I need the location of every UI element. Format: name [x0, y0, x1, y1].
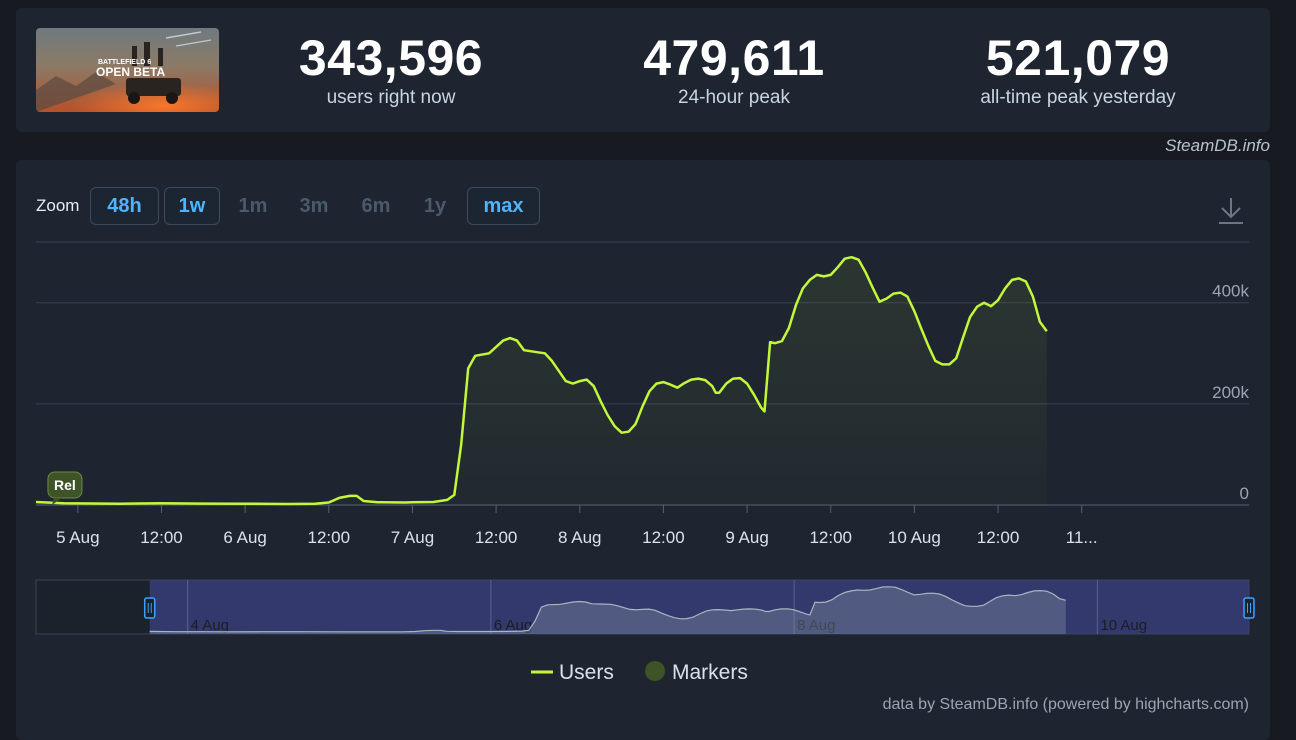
legend-users-label: Users — [559, 661, 614, 684]
navigator-handle-left[interactable] — [143, 597, 156, 619]
users-area — [36, 257, 1047, 505]
current-users-label: users right now — [326, 87, 456, 108]
x-tick-label: 10 Aug — [888, 528, 941, 547]
legend-markers-label: Markers — [672, 661, 748, 684]
navigator-label: 8 Aug — [797, 617, 835, 634]
battlefield-capsule-art: BATTLEFIELD 6 OPEN BETA — [36, 28, 219, 112]
release-marker-label: Rel — [54, 477, 76, 493]
y-tick-label: 400k — [1212, 282, 1249, 301]
peak24-label: 24-hour peak — [678, 87, 790, 108]
zoom-label: Zoom — [36, 196, 80, 215]
stats-panel: BATTLEFIELD 6 OPEN BETA 343,596 users ri… — [16, 8, 1270, 132]
handle-body — [143, 597, 156, 619]
x-tick-label: 7 Aug — [391, 528, 435, 547]
navigator-label: 6 Aug — [494, 617, 532, 634]
navigator-area — [149, 586, 1066, 634]
legend-item-markers[interactable]: Markers — [645, 661, 748, 684]
y-tick-label: 200k — [1212, 383, 1249, 402]
zoom-3m-button[interactable]: 3m — [299, 195, 329, 217]
x-tick-label: 8 Aug — [558, 528, 602, 547]
x-tick-label: 12:00 — [642, 528, 685, 547]
legend-markers-swatch — [645, 661, 665, 681]
markers-layer: Rel — [47, 471, 83, 505]
zoom-1m-button[interactable]: 1m — [238, 195, 268, 217]
player-count-chart: 0 200k 400k 5 Aug 12:00 6 Aug 12:00 7 Aug 12:00… — [35, 241, 1255, 713]
users-line — [35, 255, 1048, 506]
x-tick-label: 6 Aug — [223, 528, 267, 547]
x-tick-label: 12:00 — [308, 528, 351, 547]
alltime-peak-label: all-time peak yesterday — [980, 87, 1176, 108]
stat-current-users: 343,596 users right now — [241, 30, 541, 110]
alltime-peak-value: 521,079 — [985, 30, 1171, 86]
y-axis-labels: 0 200k 400k — [1212, 282, 1249, 503]
x-tick-label: 11... — [1066, 528, 1098, 547]
stat-24h-peak: 479,611 24-hour peak — [584, 30, 884, 110]
y-tick-label: 0 — [1240, 484, 1249, 503]
x-tick-label: 9 Aug — [725, 528, 769, 547]
zoom-max-button[interactable]: max — [467, 187, 540, 225]
capsule-title-large: OPEN BETA — [96, 65, 165, 79]
legend-item-users[interactable]: Users — [531, 661, 614, 684]
zoom-48h-button[interactable]: 48h — [90, 187, 159, 225]
navigator-line — [149, 586, 1066, 633]
zoom-6m-button[interactable]: 6m — [361, 195, 391, 217]
release-marker-pointer — [51, 497, 62, 505]
zoom-1y-button[interactable]: 1y — [423, 195, 447, 217]
peak24-value: 479,611 — [643, 30, 825, 86]
capsule-title-small: BATTLEFIELD 6 — [98, 59, 151, 66]
handle-body — [1243, 597, 1255, 619]
x-tick-label: 12:00 — [475, 528, 518, 547]
steamdb-credit[interactable]: SteamDB.info — [1165, 136, 1270, 155]
x-tick-label: 5 Aug — [56, 528, 100, 547]
navigator-label: 4 Aug — [191, 617, 229, 634]
x-tick-label: 12:00 — [977, 528, 1020, 547]
legend: Users Markers — [531, 661, 748, 684]
current-users-value: 343,596 — [298, 30, 484, 86]
chart-panel: Zoom 48h 1w 1m 3m 6m 1y max 0 200k 400k 5 … — [16, 160, 1270, 740]
navigator: 4 Aug 6 Aug 8 Aug 10 Aug — [35, 579, 1255, 635]
x-tick-label: 12:00 — [140, 528, 183, 547]
x-tick-label: 12:00 — [809, 528, 852, 547]
stat-alltime-peak: 521,079 all-time peak yesterday — [928, 30, 1228, 110]
game-capsule-image[interactable]: BATTLEFIELD 6 OPEN BETA — [36, 28, 219, 112]
navigator-label: 10 Aug — [1100, 617, 1147, 634]
release-marker[interactable]: Rel — [47, 471, 83, 505]
highcharts-credit[interactable]: data by SteamDB.info (powered by highcha… — [883, 696, 1249, 713]
zoom-1w-button[interactable]: 1w — [164, 187, 220, 225]
download-icon[interactable] — [1218, 196, 1244, 226]
x-axis-labels: 5 Aug 12:00 6 Aug 12:00 7 Aug 12:00 8 Aug 12:00… — [56, 505, 1098, 547]
navigator-selection[interactable] — [149, 580, 1249, 634]
release-marker-flag — [47, 471, 83, 499]
navigator-handle-right[interactable] — [1243, 597, 1255, 619]
